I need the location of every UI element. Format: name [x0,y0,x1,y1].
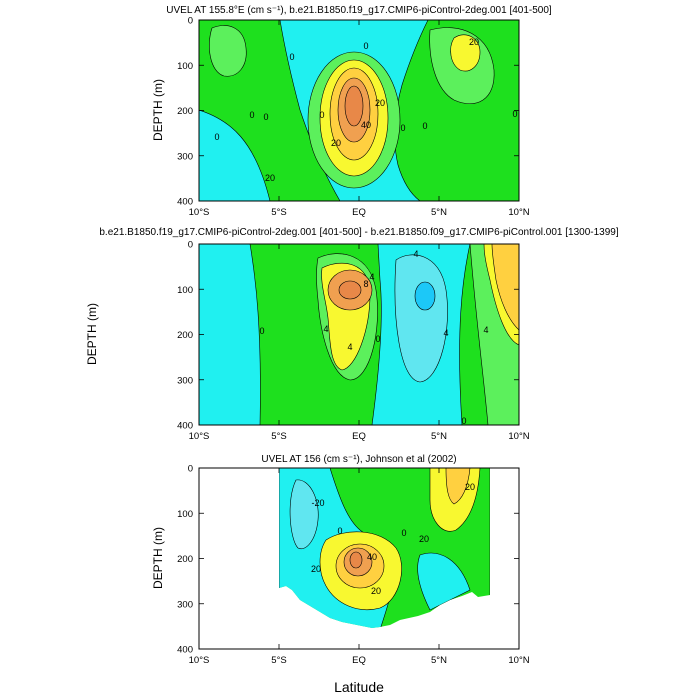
panel3-contour-label: 20 [419,534,429,544]
y-tick-label: 100 [177,285,193,296]
panel2-plot: 4 4 8 4 0 4 4 4 0 0 10°S 5°S EQ 5°N 10°N 0 100… [177,240,530,443]
panel3-plot: -20 0 0 20 20 40 20 20 10°S 5°S EQ 5°N 10°N 0… [177,464,530,667]
y-tick-label: 400 [177,645,193,656]
panel3-contour-label: 40 [367,552,377,562]
panel2-contour-label: 0 [375,334,380,344]
panel1-contour-label: 20 [265,173,275,183]
y-tick-label: 200 [177,330,193,341]
panel1-contour-label: 0 [422,121,427,131]
panel2-contour-label: 0 [259,326,264,336]
panel2-negative-contour [394,254,448,383]
y-tick-label: 200 [177,554,193,565]
panel3-contour-label: 20 [371,586,381,596]
y-tick-label: 0 [188,240,193,251]
x-tick-label: 10°S [189,431,210,442]
panel1-jet-core [344,85,364,127]
panel3-westward-contour [289,479,319,550]
panel1-contour-label: 40 [361,120,371,130]
panel1-contour-label: 0 [400,123,405,133]
x-tick-label: 5°S [271,431,286,442]
x-tick-label: 10°S [189,655,210,666]
panel1-contour-label: 0 [249,110,254,120]
x-tick-label: 5°N [431,207,447,218]
panel3-contour-label: 20 [465,482,475,492]
x-tick-label: 10°S [189,207,210,218]
panel1-eastward-north [450,34,481,72]
panel3-contour-label: -20 [311,498,324,508]
panel1-plot: 0 0 0 0 0 0 0 0 0 20 20 20 40 20 10°S 5°S… [177,16,530,219]
panel3-title: UVEL AT 156 (cm s⁻¹), Johnson et al (200… [261,454,456,465]
panel3-jet-core [349,551,363,569]
panel1-contour-label: 0 [363,41,368,51]
y-tick-label: 300 [177,375,193,386]
y-tick-label: 0 [188,16,193,27]
panel2-ylabel: DEPTH (m) [85,303,99,365]
x-tick-label: 5°N [431,655,447,666]
panel2-maximum [338,280,362,300]
x-tick-label: 10°N [508,431,529,442]
panel2-minimum [414,281,436,311]
panel2-contour-label: 8 [363,279,368,289]
panel2-contour-label: 4 [483,325,488,335]
panel3-westward-north [417,552,471,611]
x-tick-label: EQ [352,655,366,666]
panel1-contour-label: 20 [469,37,479,47]
panel3-contour-label: 0 [337,526,342,536]
panel2-negative-region-south [199,244,261,425]
panel2-contour-label: 0 [461,416,466,426]
panel2-title: b.e21.B1850.f19_g17.CMIP6-piControl-2deg… [99,227,618,238]
x-tick-label: 5°S [271,655,286,666]
panel1-title: UVEL AT 155.8°E (cm s⁻¹), b.e21.B1850.f1… [166,5,552,16]
panel1-ylabel: DEPTH (m) [151,79,165,141]
x-axis-label: Latitude [334,679,384,695]
panel3-contour-label: 0 [401,528,406,538]
x-tick-label: 5°S [271,207,286,218]
panel3-ylabel: DEPTH (m) [151,527,165,589]
panel1-contour-label: 20 [331,138,341,148]
y-tick-label: 100 [177,509,193,520]
x-tick-label: 10°N [508,655,529,666]
panel1-contour-label: 0 [319,110,324,120]
panel1-contour-label: 0 [289,52,294,62]
y-tick-label: 400 [177,197,193,208]
panel1-weak-eastward-a [209,25,247,77]
panel1-contour-label: 0 [214,132,219,142]
y-tick-label: 200 [177,106,193,117]
panel2-positive-north-max [491,244,519,331]
y-tick-label: 0 [188,464,193,475]
panel2-contour-label: 4 [443,328,448,338]
panel3-contour-label: 20 [311,564,321,574]
panel1-contour-label: 0 [512,109,517,119]
y-tick-label: 300 [177,151,193,162]
x-tick-label: 5°N [431,431,447,442]
y-tick-label: 100 [177,61,193,72]
panel2-contour-label: 4 [413,249,418,259]
panel2-contour-label: 4 [369,272,374,282]
panel2-contour-label: 4 [347,342,352,352]
x-tick-label: 10°N [508,207,529,218]
x-tick-label: EQ [352,207,366,218]
panel1-contour-label: 20 [375,98,385,108]
panel1-contour-label: 0 [263,112,268,122]
x-tick-label: EQ [352,431,366,442]
panel3-eastward-north-contour [445,468,471,505]
y-tick-label: 400 [177,421,193,432]
panel2-contour-label: 4 [323,324,328,334]
y-tick-label: 300 [177,599,193,610]
